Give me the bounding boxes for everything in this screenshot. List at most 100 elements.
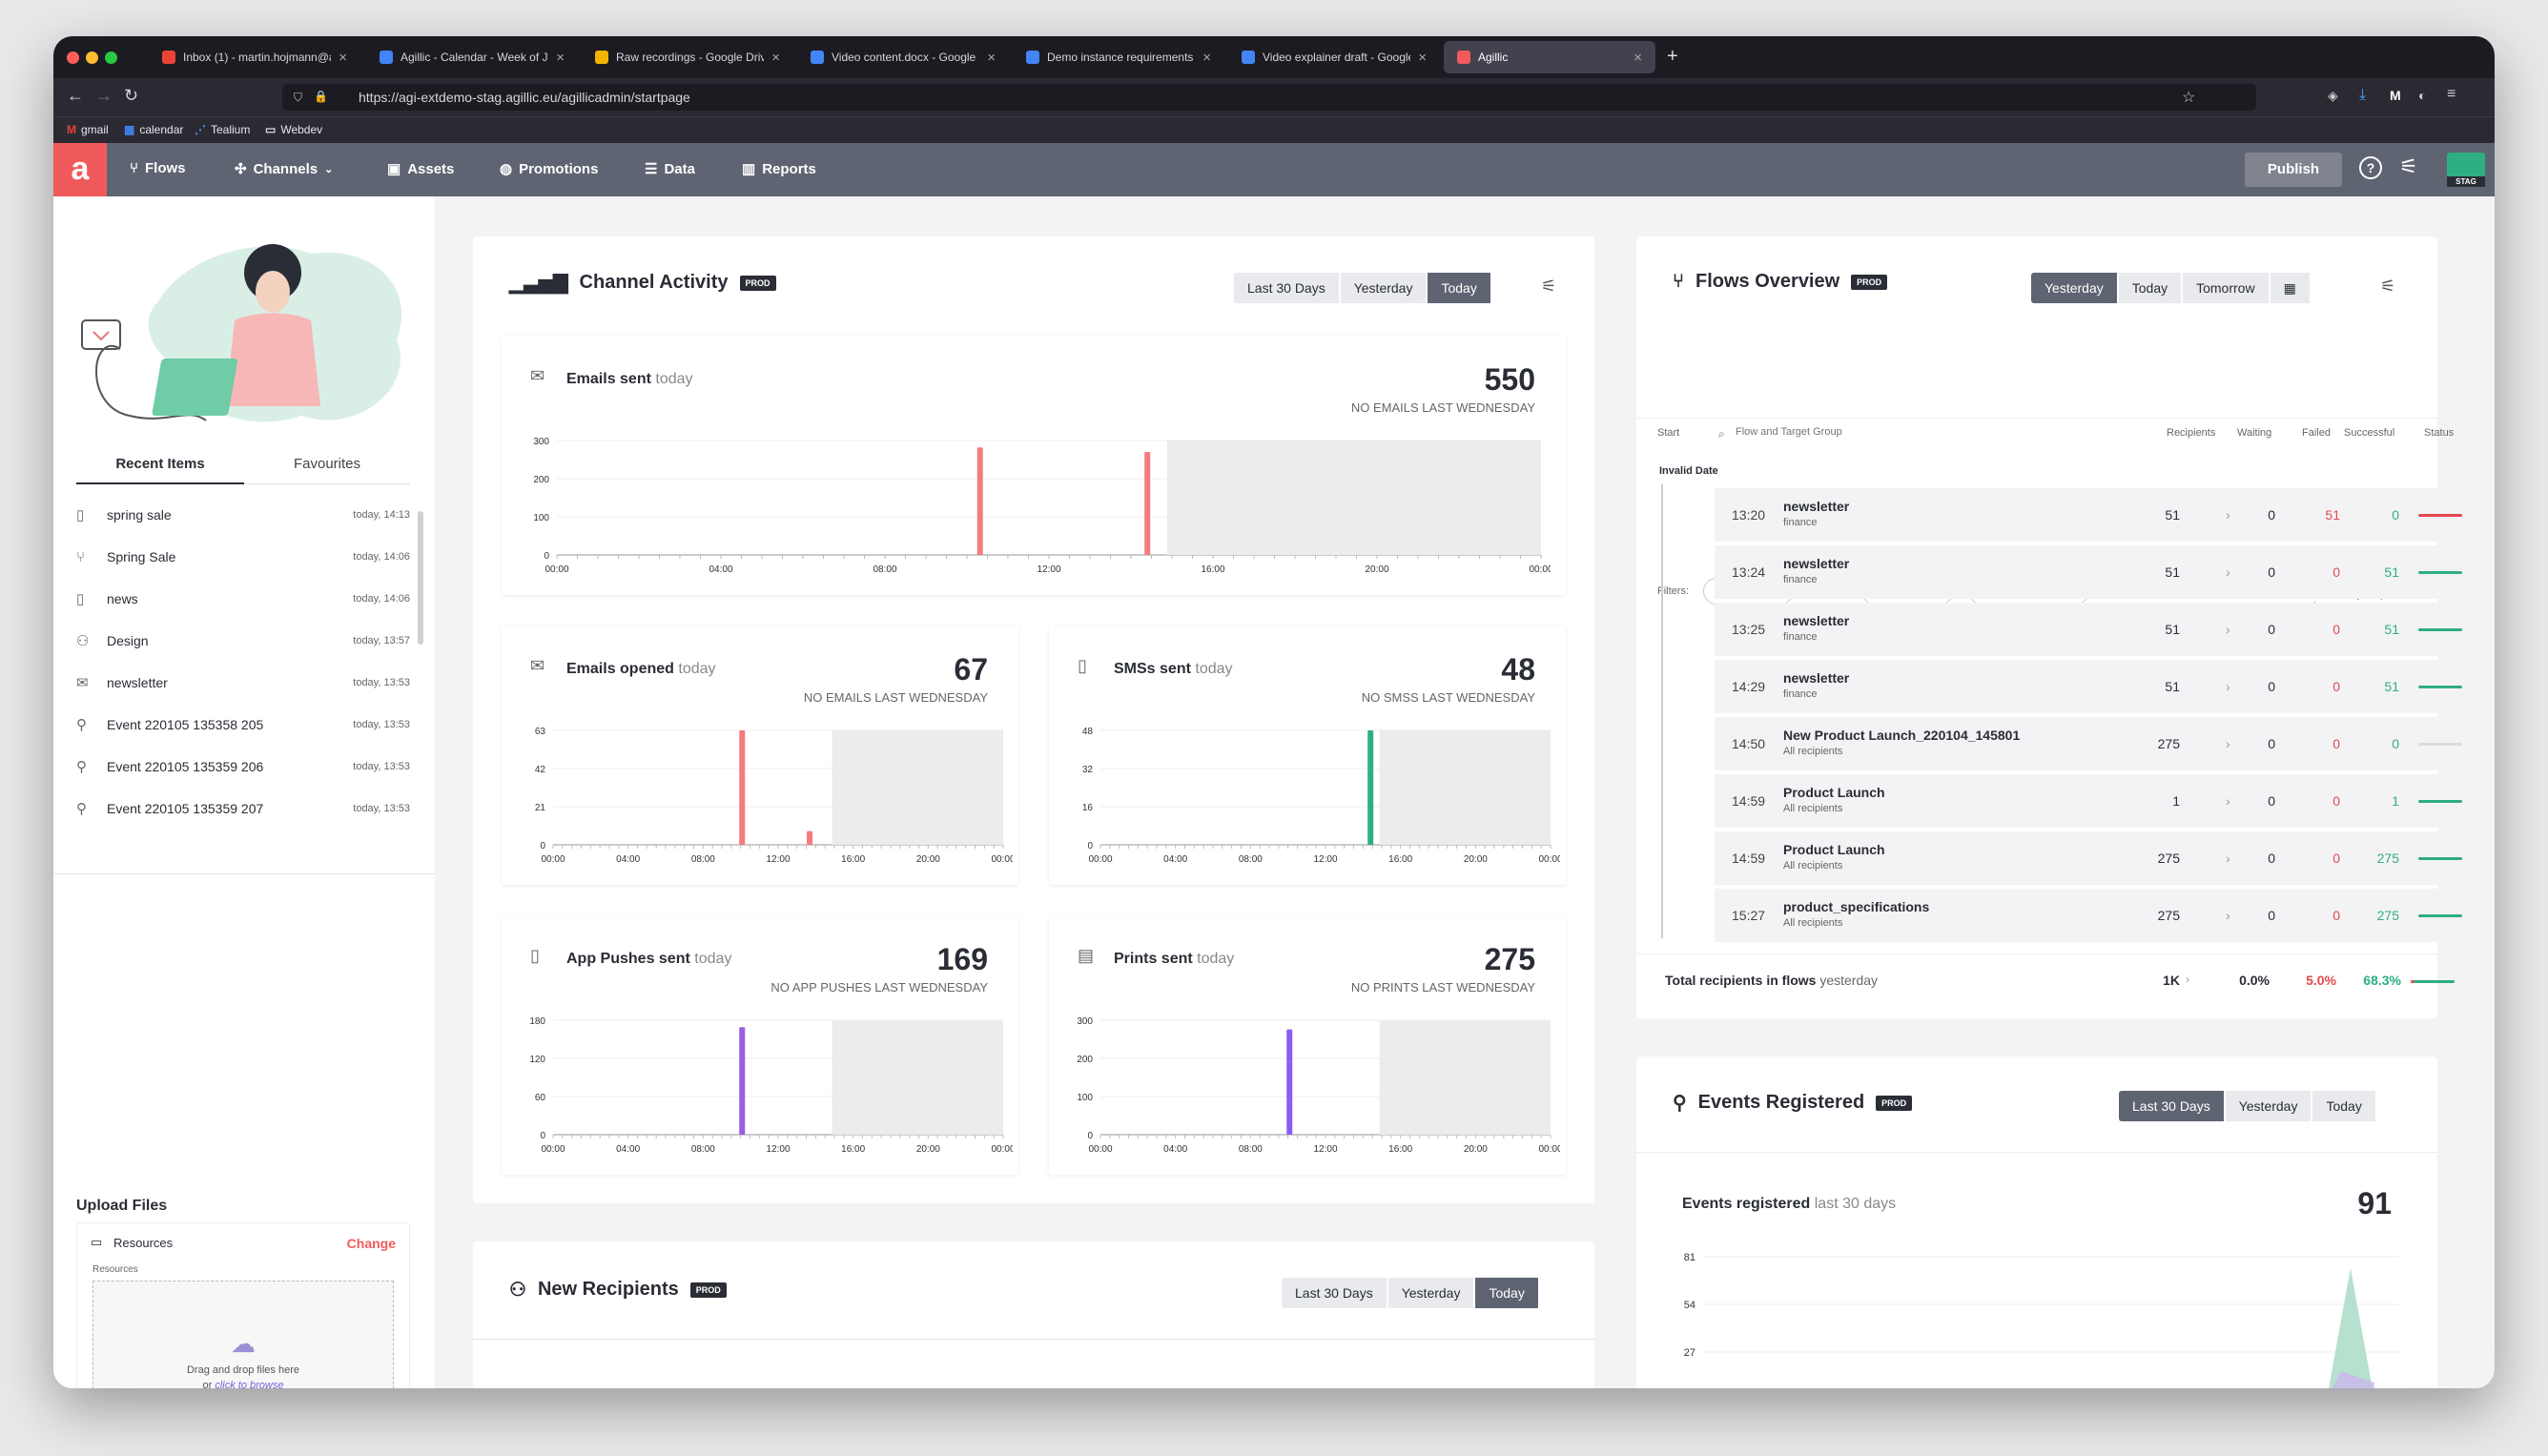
browser-tab[interactable]: Video explainer draft - Google D × — [1228, 41, 1440, 73]
chevron-right-icon[interactable]: › — [2226, 564, 2230, 580]
recent-item[interactable]: ⑂ Spring Sale today, 14:06 — [76, 536, 410, 578]
range-last-30-days[interactable]: Last 30 Days — [1234, 273, 1339, 303]
browser-tab[interactable]: Agillic - Calendar - Week of Jan × — [366, 41, 578, 73]
bookmark-tealium[interactable]: ⋰ Tealium — [195, 123, 250, 136]
publish-button[interactable]: Publish — [2245, 153, 2342, 187]
recent-item[interactable]: ▯ spring sale today, 14:13 — [76, 494, 410, 536]
pocket-icon[interactable]: ◈ — [2328, 88, 2338, 103]
browser-tab[interactable]: Inbox (1) - martin.hojmann@agil × — [149, 41, 360, 73]
chevron-right-icon[interactable]: › — [2226, 851, 2230, 866]
tab-recent-items[interactable]: Recent Items — [76, 456, 244, 484]
flow-search-input[interactable] — [1736, 421, 1926, 442]
menu-promotions[interactable]: ◍ Promotions — [500, 160, 598, 178]
x-tick-label: 16:00 — [1388, 854, 1412, 865]
browser-tab[interactable]: Demo instance requirements for × — [1013, 41, 1224, 73]
flow-row[interactable]: 14:50 New Product Launch_220104_145801 All… — [1715, 717, 2479, 770]
flow-row[interactable]: 15:27 product_specifications All recipient… — [1715, 889, 2479, 942]
range-today[interactable]: Today — [1475, 1278, 1538, 1308]
extension-icon[interactable]: M — [2390, 88, 2401, 103]
flow-row[interactable]: 13:20 newsletter finance 51 › 0 51 0 — [1715, 488, 2479, 542]
help-icon[interactable]: ? — [2359, 156, 2382, 179]
close-tab-icon[interactable]: × — [556, 49, 565, 66]
minimize-window-button[interactable] — [86, 51, 98, 64]
chevron-right-icon[interactable]: › — [2226, 507, 2230, 523]
chevron-right-icon[interactable]: › — [2226, 622, 2230, 637]
range-today[interactable]: Today — [1428, 273, 1490, 303]
browser-tab[interactable]: Raw recordings - Google Drive × — [582, 41, 793, 73]
bookmark-webdev[interactable]: ▭ Webdev — [265, 123, 322, 136]
recent-item[interactable]: ⚲ Event 220105 135358 205 today, 13:53 — [76, 704, 410, 746]
flow-name: newsletter — [1783, 556, 1850, 571]
url-bar[interactable]: https://agi-extdemo-stag.agillic.eu/agil… — [282, 84, 2256, 111]
forward-icon[interactable]: → — [95, 86, 113, 105]
x-tick-label: 04:00 — [616, 854, 640, 865]
back-icon[interactable]: ← — [67, 86, 84, 105]
bookmark-calendar[interactable]: ▦ calendar — [124, 123, 183, 136]
browser-tab[interactable]: Video content.docx - Google Do × — [797, 41, 1009, 73]
range-yesterday[interactable]: Yesterday — [1387, 1278, 1474, 1308]
range-today[interactable]: Today — [2312, 1091, 2375, 1121]
flow-row[interactable]: 13:25 newsletter finance 51 › 0 0 51 — [1715, 603, 2479, 656]
tab-title: Inbox (1) - martin.hojmann@agil — [183, 51, 332, 64]
agillic-logo[interactable]: a — [53, 143, 107, 196]
chart-bar — [1144, 452, 1151, 555]
bookmark-star-icon[interactable]: ☆ — [2182, 90, 2196, 106]
zoom-window-button[interactable] — [105, 51, 117, 64]
lock-icon[interactable]: 🔒 — [314, 90, 328, 103]
download-icon[interactable]: ⤓ — [2359, 87, 2367, 103]
browse-link[interactable]: click to browse — [215, 1380, 284, 1388]
range-today[interactable]: Today — [2118, 273, 2182, 303]
close-tab-icon[interactable]: × — [339, 49, 347, 66]
flow-row[interactable]: 14:59 Product Launch All recipients 275 › 0 0 2… — [1715, 831, 2479, 885]
recent-item[interactable]: ⚲ Event 220105 135359 207 today, 13:53 — [76, 788, 410, 830]
chevron-right-icon[interactable]: › — [2226, 793, 2230, 809]
tab-favourites[interactable]: Favourites — [293, 456, 361, 472]
range-last-30-days[interactable]: Last 30 Days — [1282, 1278, 1387, 1308]
flow-row[interactable]: 14:59 Product Launch All recipients 1 › 0 0 1 — [1715, 774, 2479, 828]
recent-item[interactable]: ✉ newsletter today, 13:53 — [76, 662, 410, 704]
search-icon[interactable]: ⌕ — [1718, 427, 1725, 441]
browser-tab[interactable]: Agillic × — [1444, 41, 1655, 73]
change-folder-link[interactable]: Change — [346, 1236, 396, 1251]
menu-assets[interactable]: ▣ Assets — [387, 160, 454, 178]
range-tomorrow[interactable]: Tomorrow — [2183, 273, 2269, 303]
close-tab-icon[interactable]: × — [1202, 49, 1211, 66]
range-last-30-days[interactable]: Last 30 Days — [2119, 1091, 2224, 1121]
chevron-right-icon[interactable]: › — [2226, 679, 2230, 694]
menu-icon[interactable]: ≡ — [2447, 86, 2456, 102]
reload-icon[interactable]: ↻ — [124, 86, 139, 105]
settings-sliders-icon[interactable]: ⚟ — [2399, 154, 2418, 178]
filter-sliders-icon[interactable]: ⚟ — [1541, 277, 1557, 296]
new-tab-icon[interactable]: + — [1667, 46, 1678, 67]
close-tab-icon[interactable]: × — [987, 49, 996, 66]
account-icon[interactable]: ◐ — [2418, 88, 2427, 103]
filter-sliders-icon[interactable]: ⚟ — [2380, 277, 2396, 296]
menu-flows[interactable]: ⑂ Flows — [130, 160, 186, 176]
calendar-icon[interactable]: ▦ — [2270, 273, 2310, 303]
chevron-right-icon[interactable]: › — [2186, 973, 2189, 986]
close-tab-icon[interactable]: × — [771, 49, 780, 66]
recent-scrollbar[interactable] — [418, 511, 423, 645]
menu-reports[interactable]: ▥ Reports — [742, 160, 816, 178]
chevron-right-icon[interactable]: › — [2226, 736, 2230, 751]
file-dropzone[interactable]: ☁ Drag and drop files here or click to b… — [92, 1281, 394, 1388]
flow-row[interactable]: 14:29 newsletter finance 51 › 0 0 51 — [1715, 660, 2479, 713]
close-tab-icon[interactable]: × — [1634, 49, 1642, 66]
menu-channels[interactable]: ✣ Channels ⌄ — [235, 160, 333, 178]
close-tab-icon[interactable]: × — [1418, 49, 1427, 66]
shield-icon[interactable]: ⛉ — [294, 91, 303, 104]
range-yesterday[interactable]: Yesterday — [2031, 273, 2117, 303]
menu-data[interactable]: ☰ Data — [645, 160, 695, 178]
chevron-right-icon[interactable]: › — [2226, 908, 2230, 923]
recent-item[interactable]: ⚲ Event 220105 135359 206 today, 13:53 — [76, 746, 410, 788]
recent-item[interactable]: ⚇ Design today, 13:57 — [76, 620, 410, 662]
y-tick-label: 16 — [1082, 803, 1094, 813]
range-yesterday[interactable]: Yesterday — [1340, 273, 1427, 303]
y-tick-label: 21 — [535, 803, 546, 813]
flow-row[interactable]: 13:24 newsletter finance 51 › 0 0 51 — [1715, 545, 2479, 599]
close-window-button[interactable] — [67, 51, 79, 64]
environment-badge[interactable]: STAG — [2447, 153, 2485, 187]
range-yesterday[interactable]: Yesterday — [2225, 1091, 2312, 1121]
recent-item[interactable]: ▯ news today, 14:06 — [76, 578, 410, 620]
